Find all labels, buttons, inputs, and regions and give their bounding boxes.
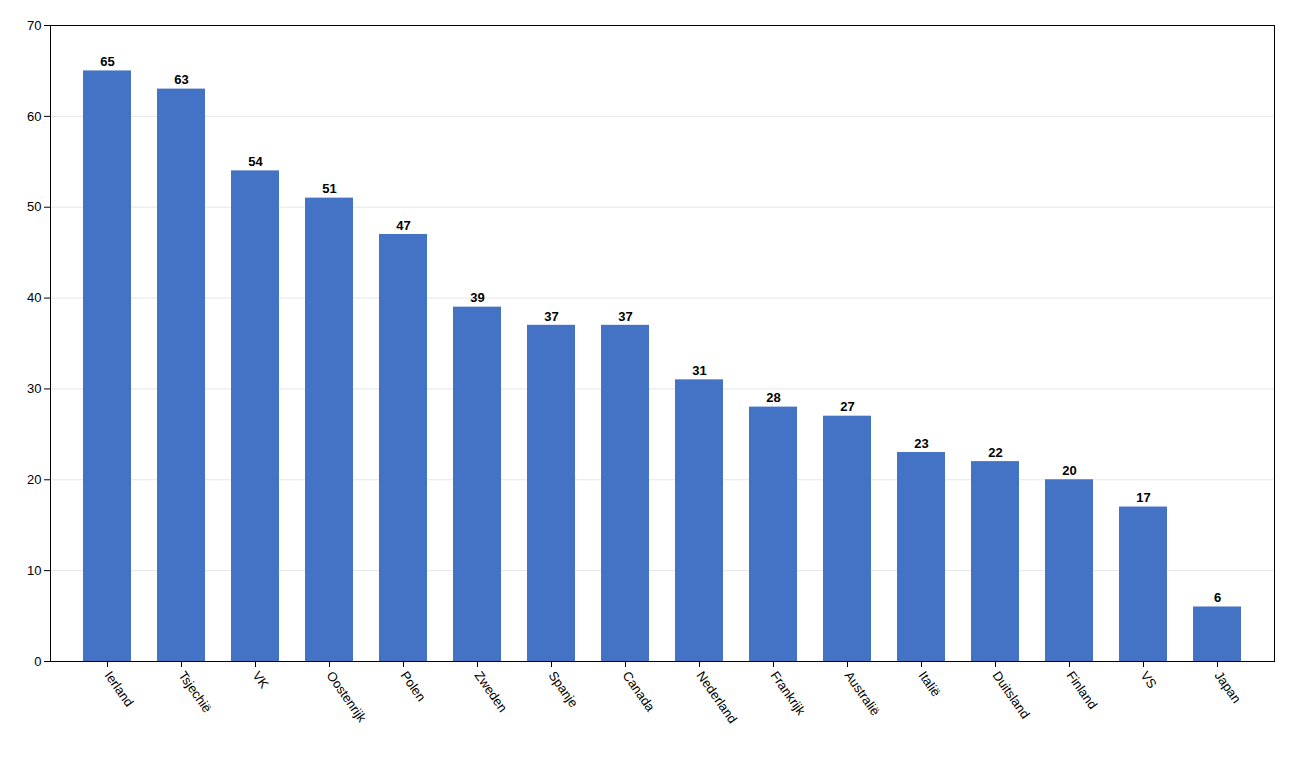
svg-text:51: 51: [322, 181, 336, 196]
svg-text:40: 40: [27, 290, 41, 305]
svg-text:6: 6: [1214, 590, 1221, 605]
svg-text:Australië: Australië: [842, 668, 883, 718]
svg-text:Japan: Japan: [1212, 668, 1245, 706]
svg-text:Italië: Italië: [916, 668, 944, 699]
svg-text:37: 37: [544, 308, 558, 323]
svg-text:Canada: Canada: [620, 668, 659, 715]
svg-text:28: 28: [766, 390, 780, 405]
svg-text:0: 0: [34, 654, 41, 669]
svg-text:VK: VK: [250, 668, 272, 691]
svg-text:Spanje: Spanje: [546, 668, 582, 710]
svg-text:54: 54: [248, 154, 263, 169]
svg-text:63: 63: [174, 72, 188, 87]
svg-text:60: 60: [27, 109, 41, 124]
svg-text:65: 65: [100, 54, 114, 69]
svg-text:Oostenrijk: Oostenrijk: [324, 668, 370, 725]
svg-text:27: 27: [840, 399, 854, 414]
svg-text:Duitsland: Duitsland: [990, 668, 1033, 721]
svg-text:Polen: Polen: [398, 668, 429, 704]
svg-text:39: 39: [470, 290, 484, 305]
svg-text:20: 20: [27, 472, 41, 487]
svg-text:VS: VS: [1138, 668, 1160, 691]
svg-text:17: 17: [1136, 490, 1150, 505]
svg-text:30: 30: [27, 381, 41, 396]
svg-text:37: 37: [618, 308, 632, 323]
svg-text:Ierland: Ierland: [102, 668, 137, 709]
svg-text:31: 31: [692, 363, 706, 378]
svg-text:Zweden: Zweden: [472, 668, 511, 714]
svg-text:47: 47: [396, 218, 410, 233]
svg-text:Nederland: Nederland: [694, 668, 741, 726]
svg-text:50: 50: [27, 199, 41, 214]
svg-text:22: 22: [988, 445, 1002, 460]
svg-text:Frankrijk: Frankrijk: [768, 668, 809, 718]
svg-text:23: 23: [914, 436, 928, 451]
svg-text:Tsjechië: Tsjechië: [176, 668, 215, 715]
svg-text:20: 20: [1062, 463, 1076, 478]
svg-text:Finland: Finland: [1064, 668, 1101, 712]
svg-text:10: 10: [27, 563, 41, 578]
svg-text:70: 70: [27, 18, 41, 33]
